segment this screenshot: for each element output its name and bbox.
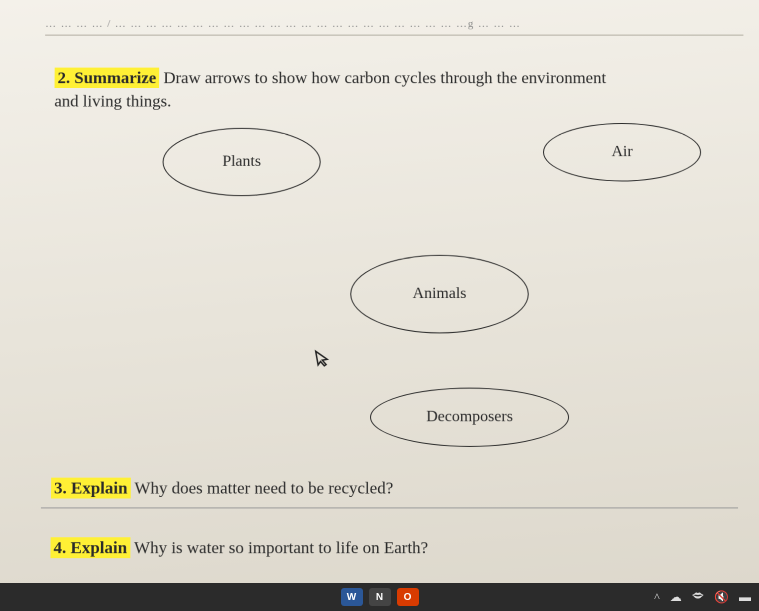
node-animals: Animals <box>350 254 529 333</box>
tray-volume-icon[interactable]: 🔇 <box>714 590 729 605</box>
q4-number-verb: 4. Explain <box>50 538 130 559</box>
q2-verb: Summarize <box>74 69 156 87</box>
taskbar-apps: W N O <box>341 588 419 606</box>
taskbar-app-office[interactable]: O <box>397 588 419 606</box>
cutoff-previous-line: … … … … / … … … … … … … … … … … … … … … … <box>45 18 743 35</box>
node-air: Air <box>543 123 701 181</box>
q2-text-a: Draw arrows to show how carbon cycles th… <box>159 69 606 87</box>
node-plants-label: Plants <box>222 153 261 171</box>
carbon-cycle-diagram: Plants Air Animals Decomposers <box>41 123 737 467</box>
q4-text: Why is water so important to life on Ear… <box>130 539 428 558</box>
q3-number-verb: 3. Explain <box>51 477 131 498</box>
node-animals-label: Animals <box>413 285 467 303</box>
q2-text-b: and living things. <box>54 92 171 110</box>
taskbar: W N O ^ ☁ 🗢 🔇 ▬ <box>0 583 759 611</box>
node-plants: Plants <box>162 127 320 195</box>
node-decomposers: Decomposers <box>370 387 569 446</box>
q3-verb: Explain <box>71 478 128 497</box>
q4-verb: Explain <box>70 539 127 558</box>
worksheet-page: … … … … / … … … … … … … … … … … … … … … … <box>0 10 759 611</box>
q2-num: 2. <box>57 69 70 87</box>
tray-wifi-icon[interactable]: 🗢 <box>692 587 704 608</box>
tray-cloud-icon[interactable]: ☁ <box>670 590 682 605</box>
question-3: 3. Explain Why does matter need to be re… <box>41 476 738 509</box>
taskbar-app-word[interactable]: W <box>341 588 363 606</box>
tray-battery-icon[interactable]: ▬ <box>739 590 751 605</box>
node-air-label: Air <box>611 143 632 161</box>
node-decomposers-label: Decomposers <box>426 408 513 426</box>
cursor-icon <box>313 347 333 374</box>
q2-number-verb: 2. Summarize <box>55 68 160 88</box>
question-2: 2. Summarize Draw arrows to show how car… <box>44 67 734 113</box>
taskbar-app-n[interactable]: N <box>369 588 391 606</box>
q4-num: 4. <box>53 539 66 558</box>
q3-num: 3. <box>54 478 67 497</box>
q3-text: Why does matter need to be recycled? <box>130 478 393 497</box>
tray-caret-icon[interactable]: ^ <box>654 590 660 605</box>
question-4: 4. Explain Why is water so important to … <box>40 537 738 561</box>
